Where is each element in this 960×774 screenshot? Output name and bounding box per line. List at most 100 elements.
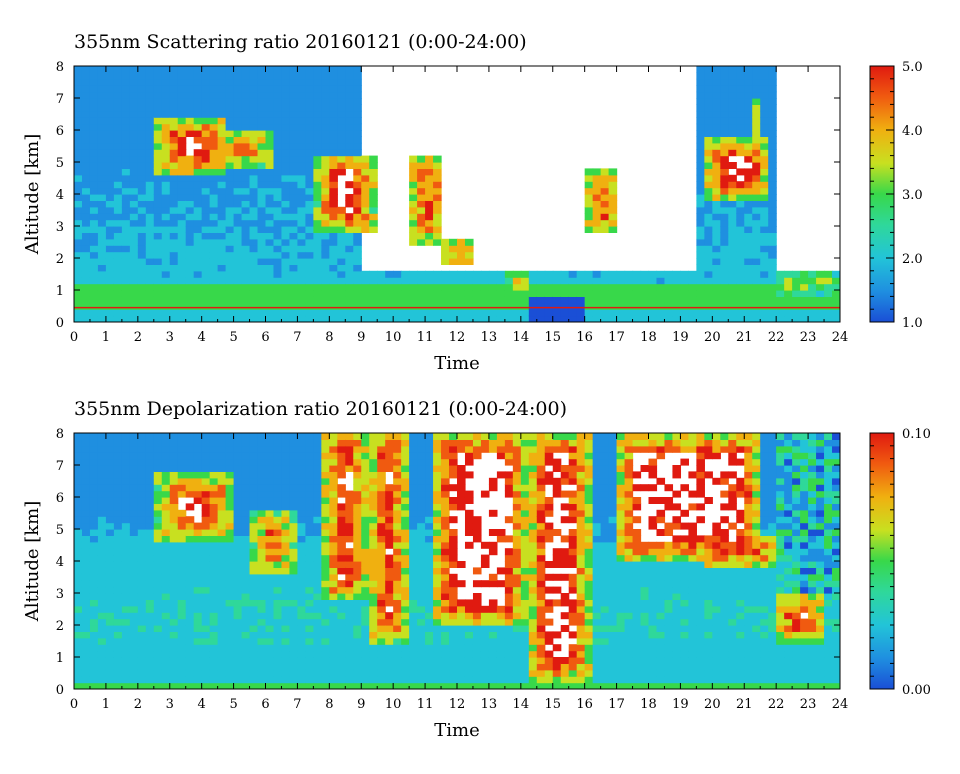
- heatmap-cell: [585, 651, 594, 658]
- heatmap-cell: [122, 523, 131, 530]
- heatmap-cell: [369, 523, 378, 530]
- heatmap-cell: [441, 548, 450, 555]
- heatmap-cell: [266, 277, 275, 284]
- heatmap-cell: [74, 580, 83, 587]
- heatmap-cell: [329, 459, 338, 466]
- heatmap-cell: [234, 271, 243, 278]
- heatmap-cell: [210, 79, 219, 86]
- heatmap-cell: [250, 194, 259, 201]
- heatmap-cell: [210, 651, 219, 658]
- heatmap-cell: [409, 439, 418, 446]
- heatmap-cell: [481, 619, 490, 626]
- heatmap-cell: [226, 303, 235, 310]
- heatmap-cell: [194, 66, 203, 73]
- heatmap-cell: [114, 676, 123, 683]
- heatmap-cell: [736, 188, 745, 195]
- heatmap-cell: [266, 130, 275, 137]
- heatmap-cell: [297, 72, 306, 79]
- heatmap-cell: [305, 258, 314, 265]
- heatmap-cell: [273, 156, 282, 163]
- heatmap-cell: [353, 162, 362, 169]
- heatmap-cell: [250, 471, 259, 478]
- heatmap-cell: [337, 587, 346, 594]
- heatmap-cell: [353, 111, 362, 118]
- heatmap-cell: [258, 663, 267, 670]
- heatmap-cell: [90, 433, 99, 440]
- heatmap-cell: [736, 72, 745, 79]
- heatmap-cell: [82, 168, 91, 175]
- heatmap-cell: [449, 309, 458, 316]
- heatmap-cell: [760, 156, 769, 163]
- heatmap-cell: [90, 606, 99, 613]
- heatmap-cell: [162, 433, 171, 440]
- heatmap-cell: [337, 631, 346, 638]
- heatmap-cell: [146, 567, 155, 574]
- heatmap-cell: [337, 264, 346, 271]
- heatmap-cell: [561, 503, 570, 510]
- heatmap-cell: [489, 303, 498, 310]
- heatmap-cell: [218, 85, 227, 92]
- heatmap-cell: [186, 226, 195, 233]
- heatmap-cell: [393, 663, 402, 670]
- heatmap-cell: [266, 232, 275, 239]
- heatmap-cell: [329, 124, 338, 131]
- heatmap-cell: [513, 446, 522, 453]
- heatmap-cell: [329, 181, 338, 188]
- heatmap-cell: [106, 149, 115, 156]
- heatmap-cell: [138, 510, 147, 517]
- heatmap-cell: [170, 303, 179, 310]
- heatmap-cell: [289, 258, 298, 265]
- heatmap-cell: [297, 66, 306, 73]
- heatmap-cell: [90, 510, 99, 517]
- heatmap-cell: [433, 446, 442, 453]
- heatmap-cell: [281, 92, 290, 99]
- heatmap-cell: [106, 168, 115, 175]
- x-tick-label: 1: [102, 330, 110, 345]
- heatmap-cell: [720, 130, 729, 137]
- heatmap-cell: [305, 503, 314, 510]
- heatmap-cell: [784, 309, 793, 316]
- heatmap-cell: [792, 290, 801, 297]
- heatmap-cell: [760, 188, 769, 195]
- heatmap-cell: [138, 503, 147, 510]
- heatmap-cell: [186, 471, 195, 478]
- x-tick-label: 23: [800, 330, 817, 345]
- heatmap-cell: [289, 232, 298, 239]
- heatmap-cell: [98, 676, 107, 683]
- heatmap-cell: [281, 290, 290, 297]
- heatmap-cell: [449, 638, 458, 645]
- heatmap-cell: [720, 258, 729, 265]
- heatmap-cell: [273, 143, 282, 150]
- heatmap-cell: [401, 593, 410, 600]
- heatmap-cell: [529, 284, 538, 291]
- heatmap-cell: [289, 66, 298, 73]
- heatmap-cell: [242, 66, 251, 73]
- heatmap-cell: [281, 465, 290, 472]
- heatmap-cell: [377, 459, 386, 466]
- heatmap-cell: [593, 657, 602, 664]
- heatmap-cell: [744, 303, 753, 310]
- heatmap-cell: [258, 548, 267, 555]
- heatmap-cell: [289, 220, 298, 227]
- heatmap-cell: [497, 535, 506, 542]
- heatmap-cell: [513, 459, 522, 466]
- heatmap-cell: [281, 258, 290, 265]
- heatmap-cell: [82, 226, 91, 233]
- heatmap-cell: [234, 580, 243, 587]
- heatmap-cell: [313, 245, 322, 252]
- heatmap-cell: [688, 309, 697, 316]
- heatmap-cell: [537, 296, 546, 303]
- heatmap-cell: [417, 200, 426, 207]
- heatmap-cell: [521, 580, 530, 587]
- heatmap-cell: [760, 98, 769, 105]
- heatmap-cell: [353, 149, 362, 156]
- heatmap-cell: [130, 465, 139, 472]
- heatmap-cell: [369, 433, 378, 440]
- heatmap-cell: [90, 497, 99, 504]
- heatmap-cell: [481, 612, 490, 619]
- heatmap-cell: [345, 593, 354, 600]
- heatmap-cell: [505, 446, 514, 453]
- heatmap-cell: [465, 638, 474, 645]
- heatmap-cell: [98, 309, 107, 316]
- heatmap-cell: [449, 239, 458, 246]
